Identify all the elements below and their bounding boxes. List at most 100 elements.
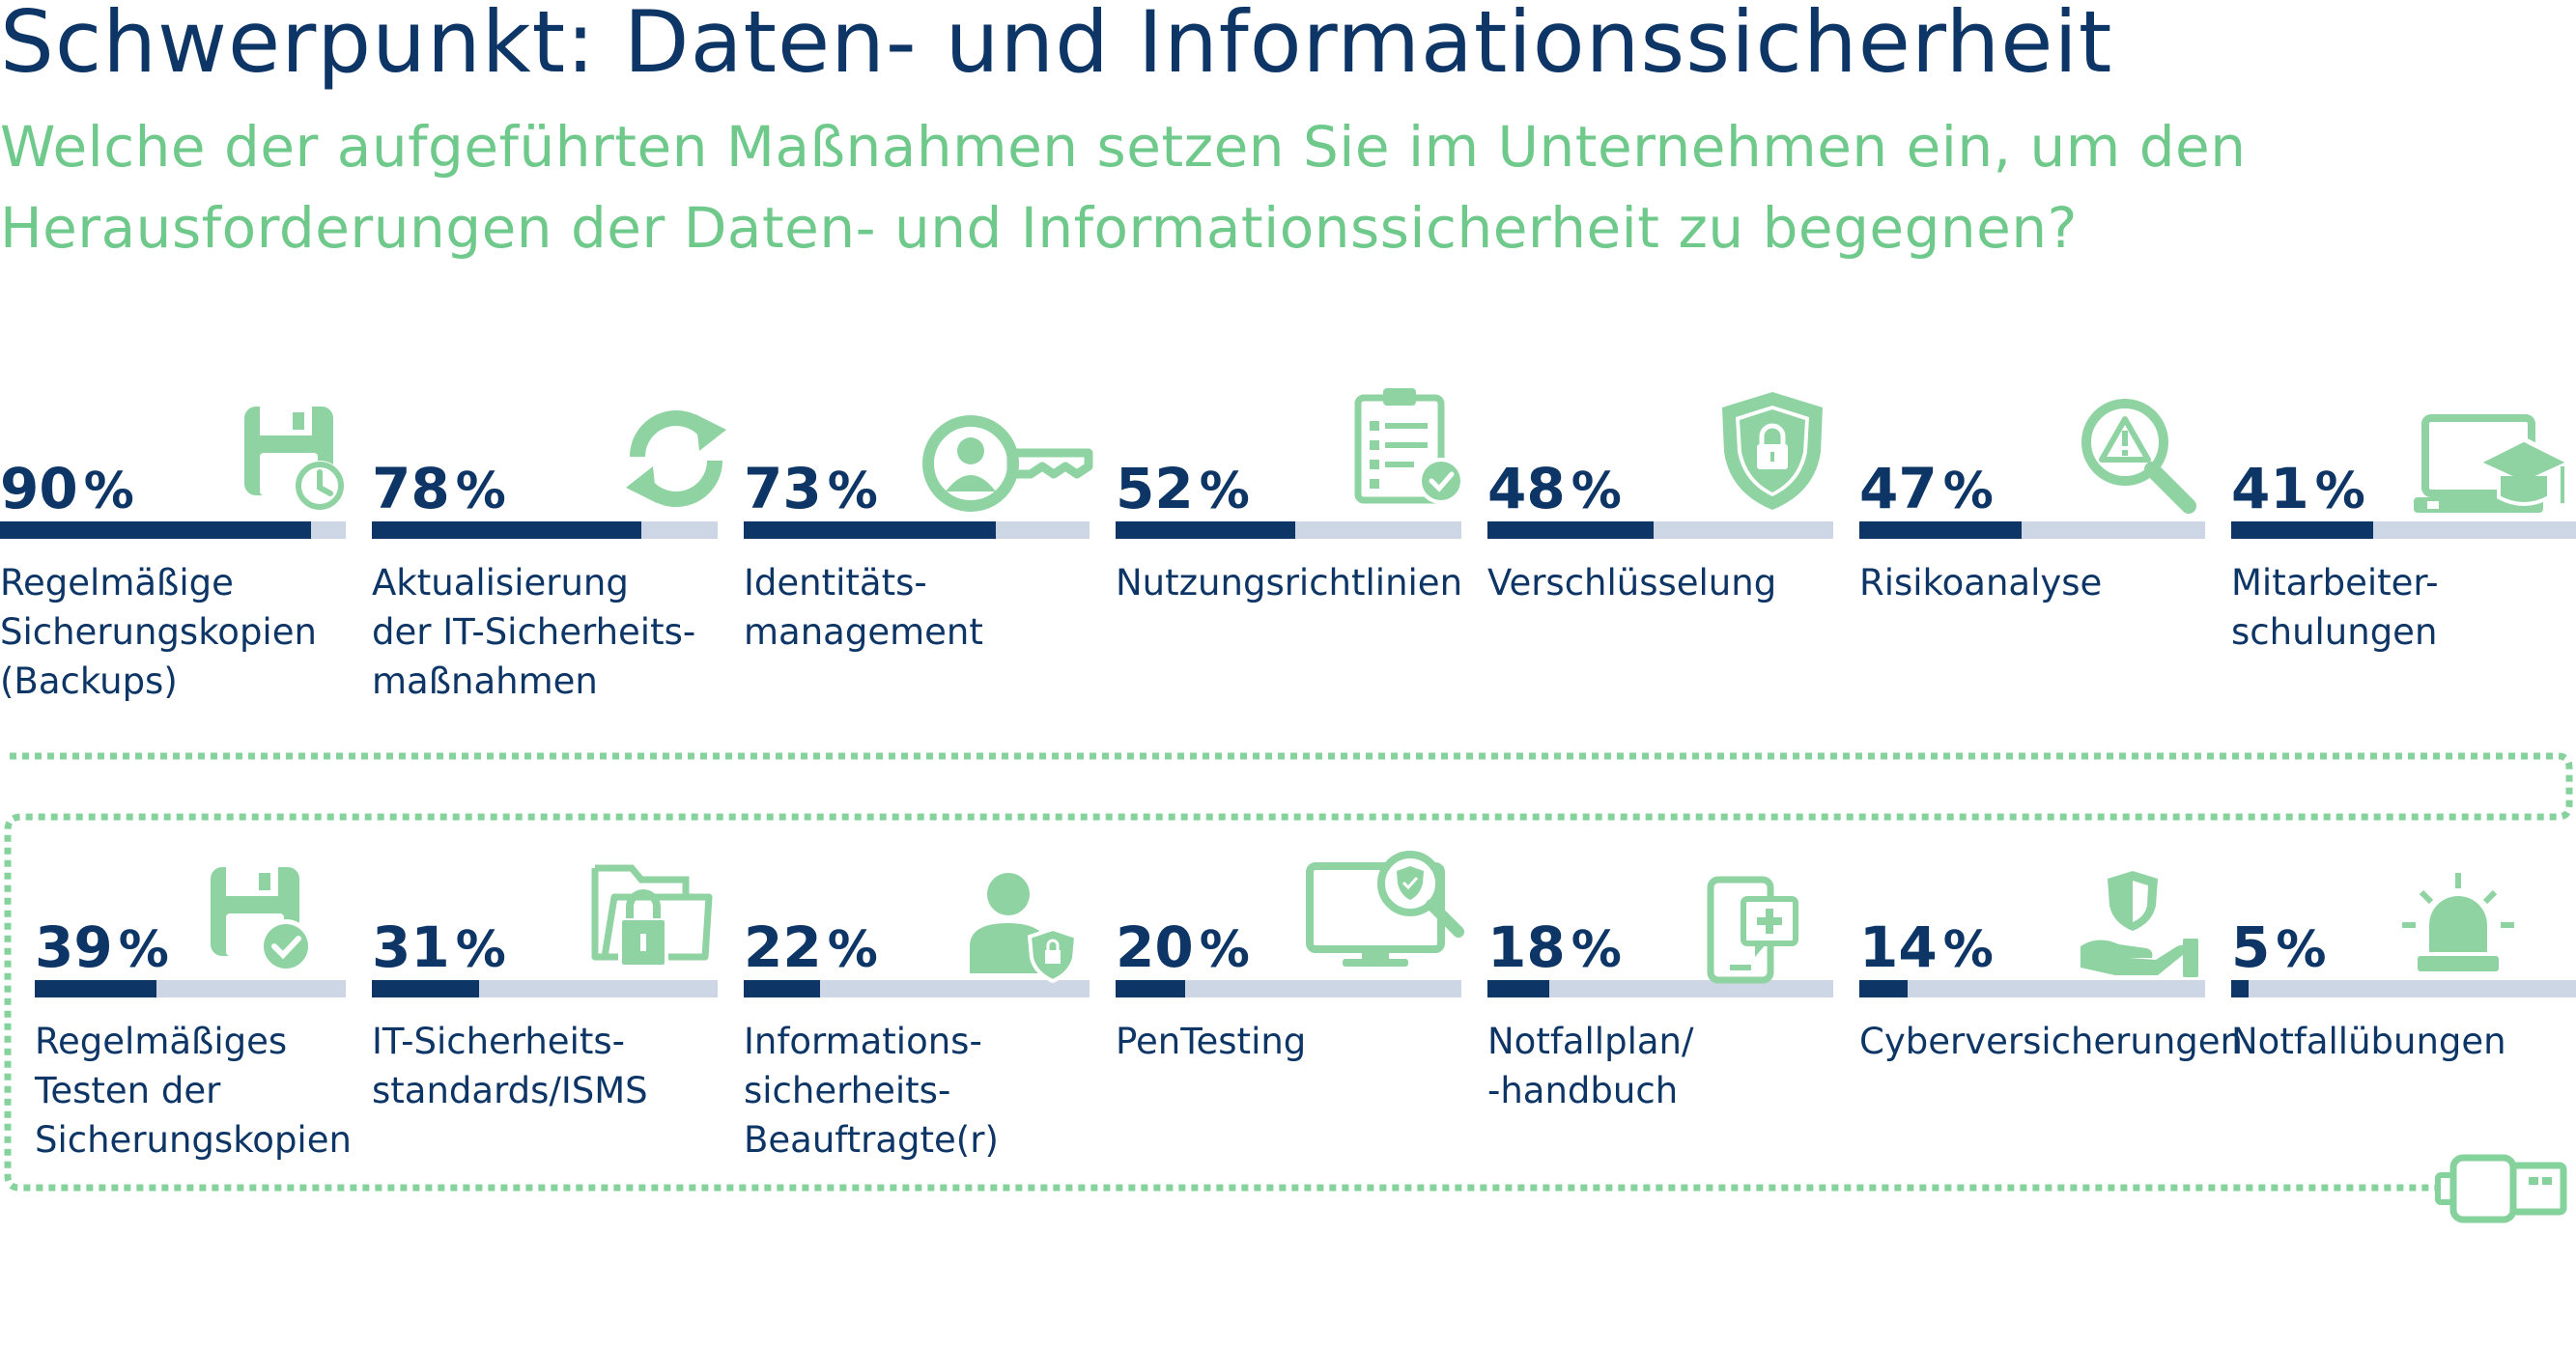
progress-bar-fill	[0, 521, 312, 539]
percentage-number: 52	[1116, 456, 1194, 521]
percentage-number: 39	[35, 914, 113, 980]
progress-bar-fill	[372, 980, 479, 997]
percentage-number: 31	[372, 914, 450, 980]
measure-label: Notfallübungen	[2231, 1021, 2506, 1062]
usb-plug-icon	[2434, 1152, 2569, 1225]
progress-bar-track	[1487, 980, 1833, 997]
measure-label: Risikoanalyse	[1859, 562, 2103, 604]
measure-label: PenTesting	[1116, 1021, 1307, 1062]
percentage-number: 41	[2231, 456, 2309, 521]
percentage-unit: %	[455, 921, 506, 979]
progress-bar-track	[0, 521, 346, 539]
progress-bar-fill	[1859, 980, 1909, 997]
progress-bar-fill	[1116, 980, 1185, 997]
percentage-unit: %	[1571, 921, 1622, 979]
monitor-shield-search-icon	[1304, 847, 1468, 972]
percentage-value: 90%	[0, 456, 134, 521]
measure-label: IT-Sicherheits- standards/ISMS	[372, 1021, 648, 1111]
key-user-icon	[922, 410, 1096, 517]
progress-bar-fill	[372, 521, 642, 539]
hand-shield-icon	[2077, 867, 2202, 983]
measure-label: Identitäts- management	[744, 562, 983, 653]
progress-bar-track	[744, 980, 1090, 997]
progress-bar-fill	[2231, 980, 2249, 997]
percentage-number: 18	[1487, 914, 1566, 980]
percentage-unit: %	[1942, 921, 1994, 979]
magnifier-warning-icon	[2077, 394, 2197, 515]
percentage-value: 14%	[1859, 914, 1994, 980]
shield-lock-icon	[1714, 388, 1830, 514]
progress-bar-track	[372, 521, 718, 539]
progress-bar-fill	[1116, 521, 1296, 539]
percentage-value: 5%	[2231, 914, 2326, 980]
progress-bar-track	[372, 980, 718, 997]
progress-bar-track	[2231, 980, 2576, 997]
folder-lock-icon	[589, 855, 715, 970]
page-title: Schwerpunkt: Daten- und Informationssich…	[0, 0, 2113, 92]
progress-bar-track	[1487, 521, 1833, 539]
percentage-unit: %	[1942, 463, 1994, 520]
refresh-arrows-icon	[618, 401, 734, 517]
percentage-unit: %	[1199, 463, 1250, 520]
measure-label: Regelmäßige Sicherungskopien (Backups)	[0, 562, 317, 702]
laptop-graduation-cap-icon	[2410, 410, 2574, 526]
percentage-number: 20	[1116, 914, 1194, 980]
floppy-disk-check-icon	[203, 861, 319, 977]
percentage-unit: %	[118, 921, 169, 979]
progress-bar-track	[2231, 521, 2576, 539]
measure-label: Informations- sicherheits- Beauftragte(r…	[744, 1021, 999, 1161]
percentage-number: 22	[744, 914, 822, 980]
progress-bar-track	[744, 521, 1090, 539]
measure-label: Nutzungsrichtlinien	[1116, 562, 1463, 604]
percentage-value: 52%	[1116, 456, 1250, 521]
percentage-value: 22%	[744, 914, 878, 980]
percentage-value: 18%	[1487, 914, 1622, 980]
progress-bar-fill	[1487, 521, 1654, 539]
percentage-number: 5	[2231, 914, 2271, 980]
percentage-number: 73	[744, 456, 822, 521]
percentage-value: 41%	[2231, 456, 2365, 521]
percentage-unit: %	[827, 921, 878, 979]
progress-bar-track	[1859, 521, 2205, 539]
percentage-unit: %	[1199, 921, 1250, 979]
progress-bar-fill	[35, 980, 156, 997]
percentage-value: 31%	[372, 914, 506, 980]
measure-label: Notfallplan/ -handbuch	[1487, 1021, 1694, 1111]
progress-bar-track	[35, 980, 346, 997]
progress-bar-fill	[744, 521, 997, 539]
progress-bar-fill	[1487, 980, 1550, 997]
progress-bar-track	[1116, 980, 1461, 997]
percentage-value: 78%	[372, 456, 506, 521]
progress-bar-fill	[1859, 521, 2023, 539]
percentage-unit: %	[1571, 463, 1622, 520]
percentage-value: 20%	[1116, 914, 1250, 980]
percentage-number: 78	[372, 456, 450, 521]
percentage-number: 47	[1859, 456, 1938, 521]
percentage-unit: %	[827, 463, 878, 520]
percentage-number: 48	[1487, 456, 1566, 521]
progress-bar-fill	[2231, 521, 2373, 539]
smartphone-first-aid-icon	[1705, 874, 1801, 985]
measure-label: Aktualisierung der IT-Sicherheits- maßna…	[372, 562, 696, 702]
measure-label: Regelmäßiges Testen der Sicherungskopien	[35, 1021, 352, 1161]
measure-label: Mitarbeiter- schulungen	[2231, 562, 2439, 653]
percentage-value: 73%	[744, 456, 878, 521]
measure-label: Cyberversicherungen	[1859, 1021, 2243, 1062]
percentage-unit: %	[2276, 921, 2327, 979]
percentage-value: 48%	[1487, 456, 1622, 521]
percentage-value: 47%	[1859, 456, 1994, 521]
percentage-unit: %	[2314, 463, 2365, 520]
percentage-unit: %	[83, 463, 134, 520]
percentage-unit: %	[455, 463, 506, 520]
page-subtitle: Welche der aufgeführten Maßnahmen setzen…	[0, 114, 2247, 261]
progress-bar-track	[1859, 980, 2205, 997]
alarm-light-icon	[2400, 871, 2516, 977]
floppy-disk-clock-icon	[237, 401, 353, 517]
progress-bar-track	[1116, 521, 1461, 539]
user-shield-icon	[966, 867, 1082, 983]
progress-bar-fill	[744, 980, 820, 997]
percentage-number: 14	[1859, 914, 1938, 980]
percentage-number: 90	[0, 456, 78, 521]
measure-label: Verschlüsselung	[1487, 562, 1777, 604]
clipboard-check-icon	[1352, 384, 1468, 505]
